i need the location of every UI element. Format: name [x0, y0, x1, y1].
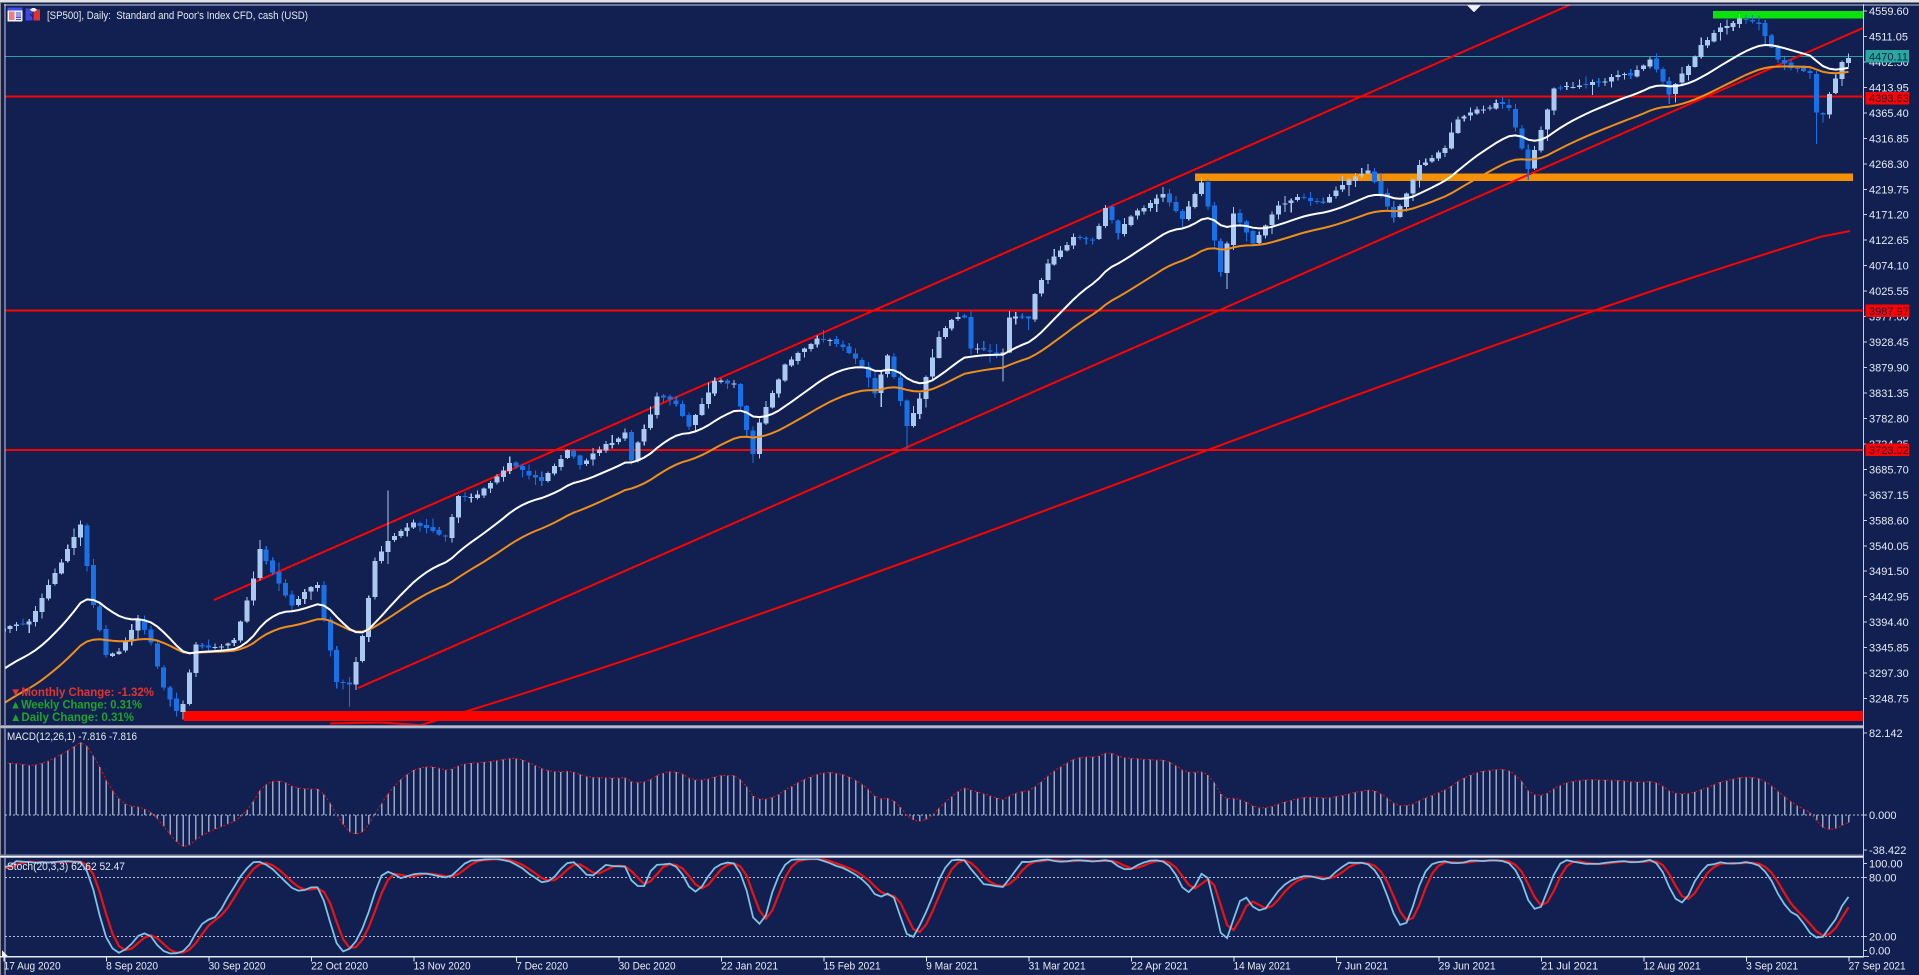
svg-text:4511.05: 4511.05	[1869, 32, 1908, 44]
svg-text:8 Sep 2020: 8 Sep 2020	[106, 961, 158, 973]
svg-text:27 Sep 2021: 27 Sep 2021	[1849, 961, 1906, 973]
svg-text:3879.90: 3879.90	[1869, 363, 1909, 375]
svg-text:4365.40: 4365.40	[1869, 108, 1909, 120]
svg-text:▲Weekly Change: 0.31%: ▲Weekly Change: 0.31%	[10, 700, 142, 712]
svg-text:30 Sep 2020: 30 Sep 2020	[209, 961, 266, 973]
svg-text:3637.15: 3637.15	[1869, 490, 1909, 502]
svg-text:17 Aug 2020: 17 Aug 2020	[4, 961, 61, 973]
svg-text:29 Jun 2021: 29 Jun 2021	[1439, 961, 1496, 973]
svg-text:3394.40: 3394.40	[1869, 617, 1909, 629]
svg-text:3248.75: 3248.75	[1869, 694, 1909, 706]
svg-text:13 Nov 2020: 13 Nov 2020	[414, 961, 471, 973]
svg-text:22 Jan 2021: 22 Jan 2021	[721, 961, 778, 973]
svg-text:4268.30: 4268.30	[1869, 159, 1909, 171]
svg-text:21 Jul 2021: 21 Jul 2021	[1541, 961, 1598, 973]
svg-text:3685.70: 3685.70	[1869, 464, 1909, 476]
svg-text:0.00: 0.00	[1869, 945, 1890, 957]
svg-text:4393.63: 4393.63	[1869, 93, 1909, 105]
svg-text:-38.422: -38.422	[1869, 845, 1906, 857]
svg-text:3831.35: 3831.35	[1869, 388, 1909, 400]
svg-text:4171.20: 4171.20	[1869, 210, 1909, 222]
svg-text:9 Mar 2021: 9 Mar 2021	[926, 961, 978, 973]
svg-text:100.00: 100.00	[1869, 859, 1903, 871]
svg-text:4559.60: 4559.60	[1869, 6, 1909, 18]
svg-text:4219.75: 4219.75	[1869, 184, 1909, 196]
svg-text:20.00: 20.00	[1869, 931, 1897, 943]
svg-text:30 Dec 2020: 30 Dec 2020	[619, 961, 676, 973]
svg-text:▲Daily Change: 0.31%: ▲Daily Change: 0.31%	[10, 712, 134, 724]
svg-text:4025.55: 4025.55	[1869, 286, 1909, 298]
svg-text:3987.97: 3987.97	[1869, 306, 1909, 318]
svg-text:4470.11: 4470.11	[1869, 52, 1908, 64]
svg-text:3491.50: 3491.50	[1869, 566, 1909, 578]
svg-text:3588.60: 3588.60	[1869, 515, 1909, 527]
svg-text:3723.02: 3723.02	[1869, 445, 1909, 457]
svg-text:4074.10: 4074.10	[1869, 261, 1909, 273]
svg-text:3297.30: 3297.30	[1869, 668, 1909, 680]
svg-text:14 May 2021: 14 May 2021	[1234, 961, 1291, 973]
svg-text:3928.45: 3928.45	[1869, 337, 1909, 349]
svg-text:7 Jun 2021: 7 Jun 2021	[1336, 961, 1388, 973]
svg-text:22 Apr 2021: 22 Apr 2021	[1131, 961, 1188, 973]
svg-text:22 Oct 2020: 22 Oct 2020	[311, 961, 368, 973]
svg-text:0.000: 0.000	[1869, 810, 1897, 822]
svg-text:31 Mar 2021: 31 Mar 2021	[1029, 961, 1086, 973]
svg-text:7 Dec 2020: 7 Dec 2020	[516, 961, 568, 973]
svg-text:80.00: 80.00	[1869, 872, 1897, 884]
svg-text:3782.80: 3782.80	[1869, 413, 1909, 425]
svg-text:3540.05: 3540.05	[1869, 541, 1909, 553]
svg-text:3345.85: 3345.85	[1869, 643, 1909, 655]
svg-text:4316.85: 4316.85	[1869, 133, 1909, 145]
svg-text:82.142: 82.142	[1869, 728, 1903, 740]
svg-text:4413.95: 4413.95	[1869, 82, 1909, 94]
svg-text:Stoch(20,3,3) 62.62 52.47: Stoch(20,3,3) 62.62 52.47	[7, 861, 125, 873]
svg-text:15 Feb 2021: 15 Feb 2021	[824, 961, 881, 973]
svg-text:▼Monthly Change: -1.32%: ▼Monthly Change: -1.32%	[10, 687, 154, 699]
svg-text:[SP500], Daily: Standard and: [SP500], Daily: Standard and Poor's Inde…	[47, 10, 308, 22]
svg-text:12 Aug 2021: 12 Aug 2021	[1644, 961, 1701, 973]
svg-text:3442.95: 3442.95	[1869, 592, 1909, 604]
svg-text:3 Sep 2021: 3 Sep 2021	[1746, 961, 1798, 973]
svg-text:MACD(12,26,1) -7.816 -7.816: MACD(12,26,1) -7.816 -7.816	[7, 731, 137, 743]
svg-text:4122.65: 4122.65	[1869, 235, 1909, 247]
